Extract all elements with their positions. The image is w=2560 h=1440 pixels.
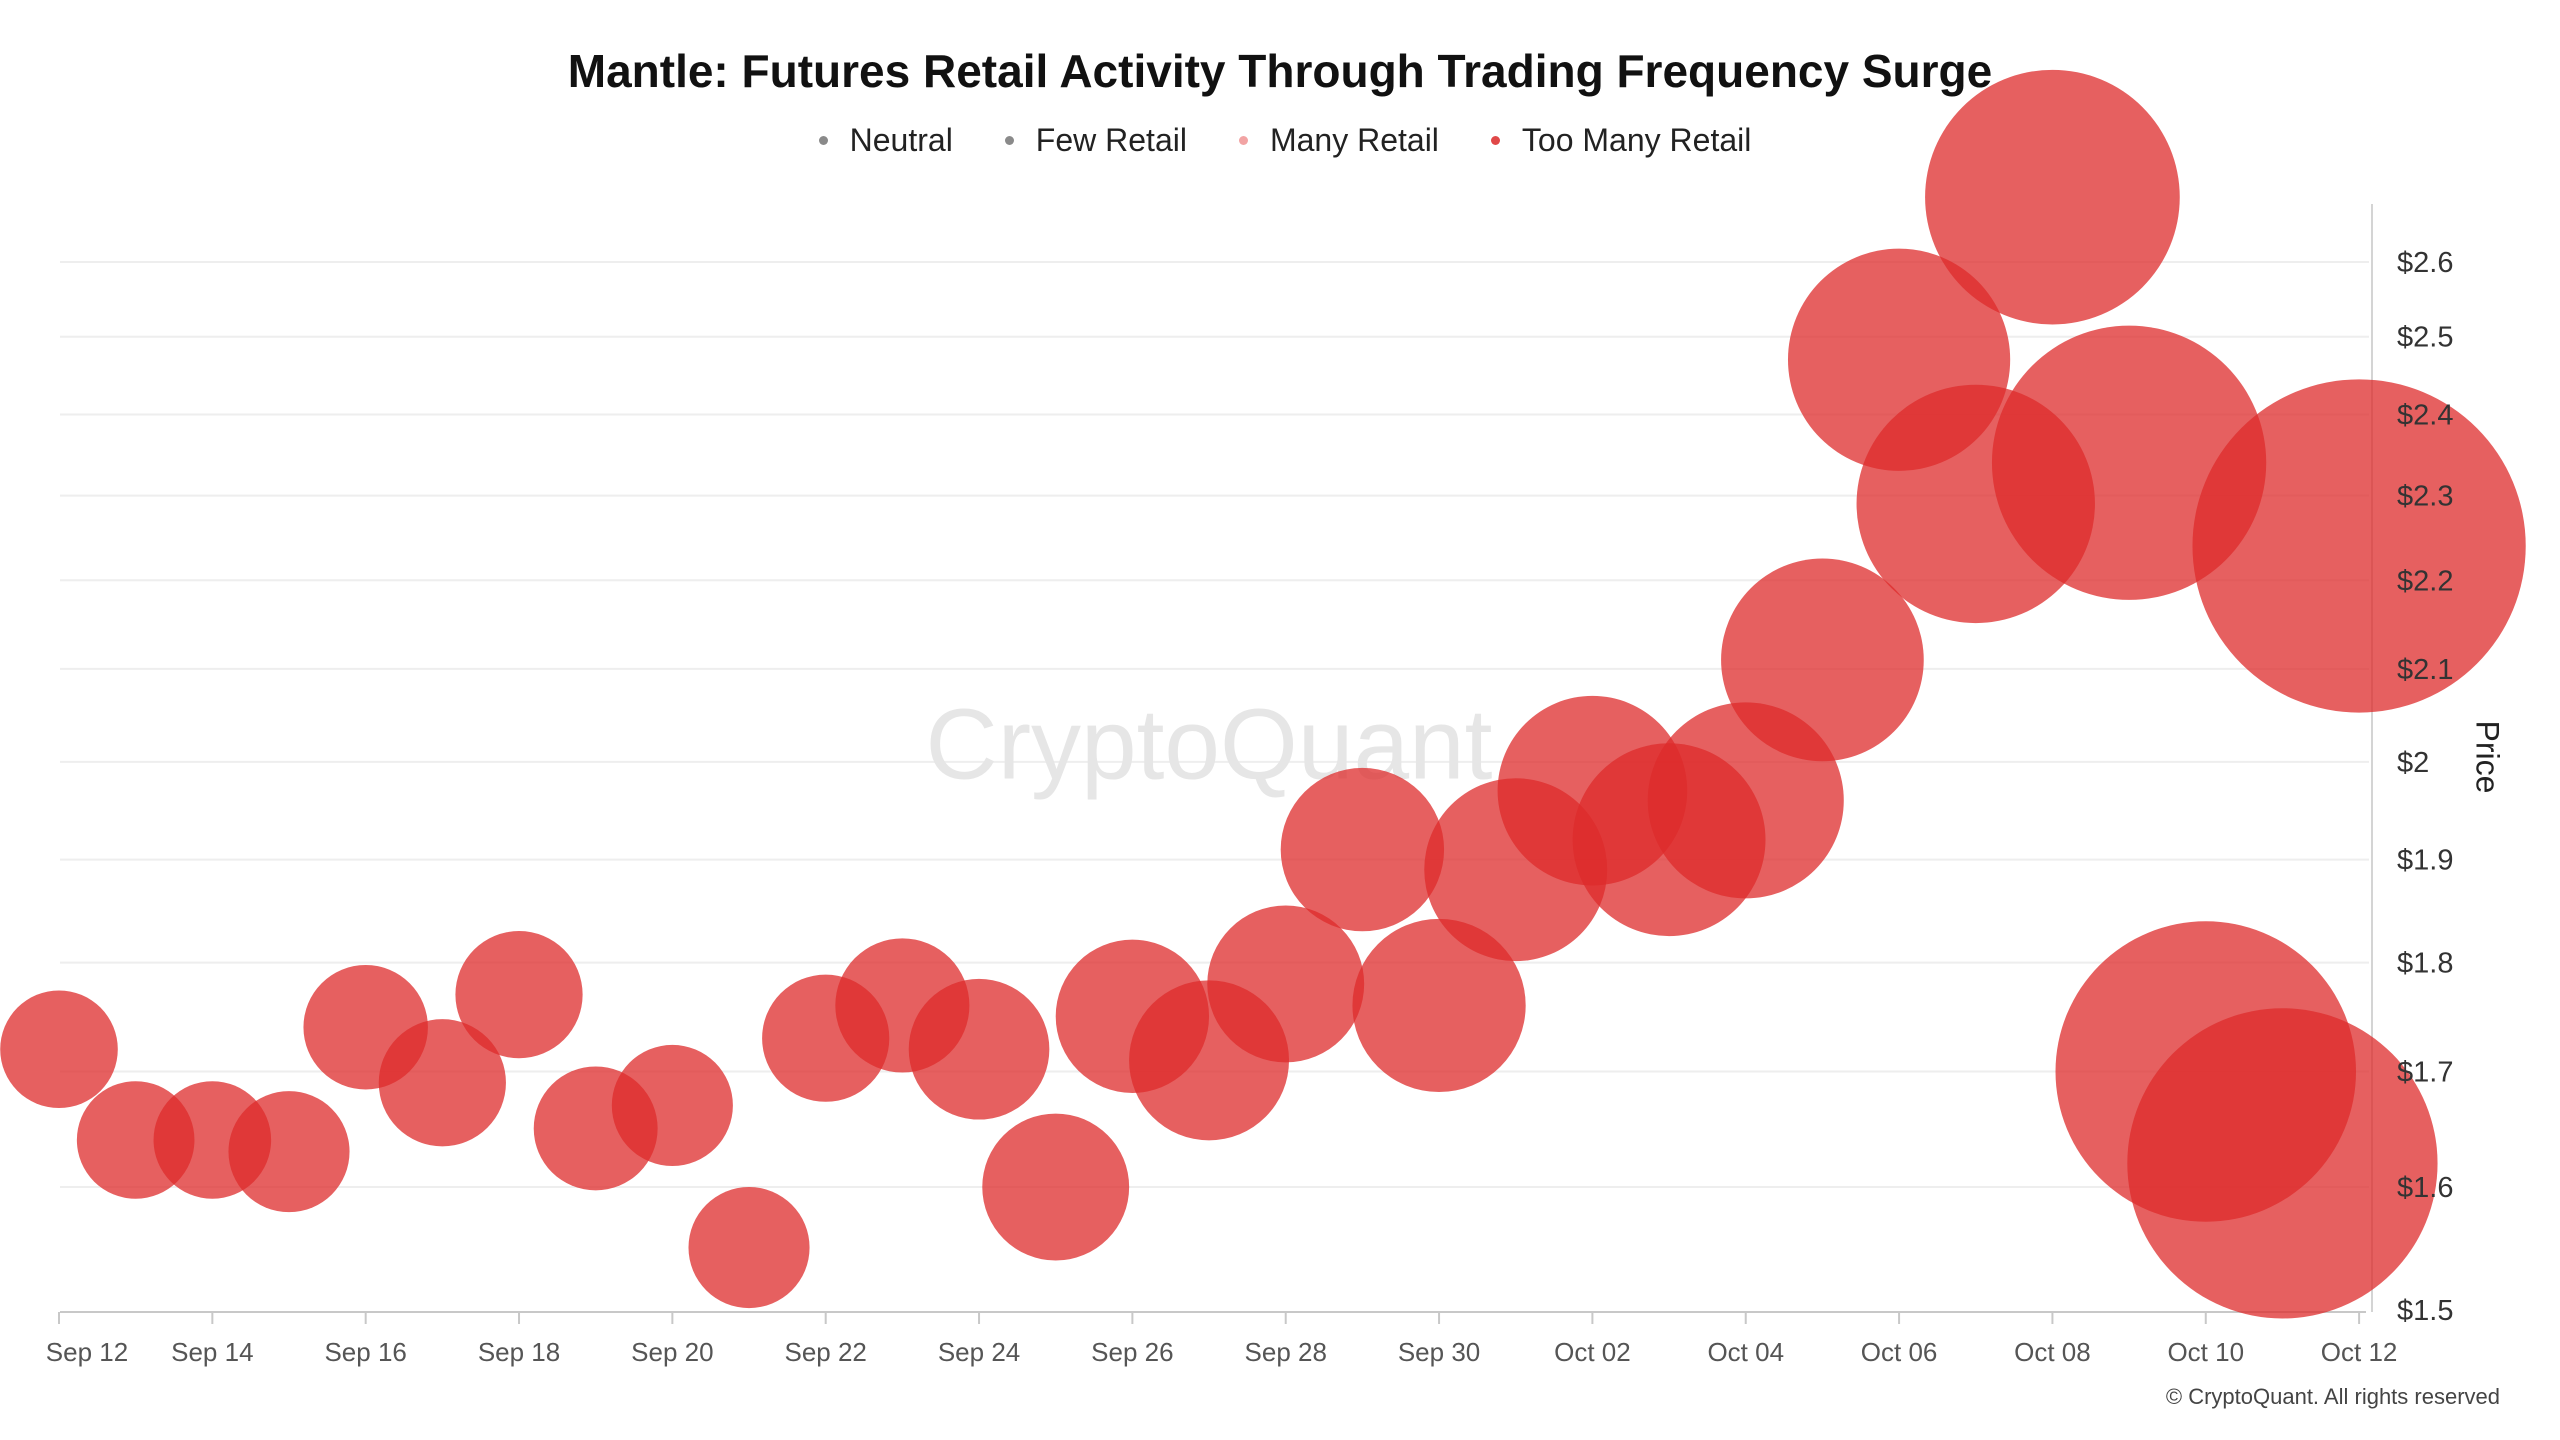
bubble: [982, 1113, 1130, 1261]
legend-dot-too-many-retail: [1490, 136, 1500, 145]
legend-label-many-retail: Many Retail: [1269, 122, 1439, 158]
chart-title: Mantle: Futures Retail Activity Through …: [567, 45, 1993, 97]
legend-dot-few-retail: [1004, 136, 1014, 145]
legend-label-few-retail: Few Retail: [1035, 122, 1187, 158]
y-tick-label: $2.3: [2397, 481, 2453, 513]
bubble: [1352, 918, 1526, 1093]
y-tick-label: $1.9: [2397, 845, 2453, 877]
legend-item-many-retail[interactable]: Many Retail: [1238, 122, 1439, 159]
bubble: [1925, 69, 2180, 325]
legend-item-neutral[interactable]: Neutral: [818, 122, 953, 159]
bubble: [378, 1019, 506, 1147]
bubble: [1207, 905, 1365, 1063]
bubble: [1721, 558, 1924, 762]
x-tick-label: Oct 10: [2167, 1337, 2244, 1367]
bubble: [908, 978, 1050, 1120]
bubble: [228, 1091, 350, 1213]
x-tick-label: Sep 26: [1091, 1337, 1173, 1367]
legend-dot-many-retail: [1238, 136, 1248, 145]
x-tick-label: Sep 22: [784, 1337, 866, 1367]
x-tick-label: Sep 12: [46, 1337, 128, 1367]
bubble: [0, 990, 118, 1109]
y-tick-label: $2.4: [2397, 400, 2453, 432]
x-tick-label: Sep 30: [1398, 1337, 1480, 1367]
x-tick-label: Sep 14: [171, 1337, 253, 1367]
x-axis: Sep 12 Sep 14 Sep 16 Sep 18 Sep 20 Sep 22 Sep …: [46, 1312, 2398, 1367]
bubble: [688, 1186, 810, 1309]
legend-item-too-many-retail[interactable]: Too Many Retail: [1490, 122, 1752, 159]
y-tick-label: $1.7: [2397, 1057, 2453, 1089]
y-tick-label: $2.2: [2397, 565, 2453, 597]
legend-dot-neutral: [818, 136, 828, 145]
bubble: [455, 931, 583, 1059]
bubble: [1280, 767, 1445, 932]
legend-label-too-many-retail: Too Many Retail: [1521, 122, 1752, 158]
x-tick-label: Sep 20: [631, 1337, 713, 1367]
copyright-footer: © CryptoQuant. All rights reserved: [2165, 1384, 2500, 1409]
x-tick-label: Oct 06: [1861, 1337, 1938, 1367]
bubble: [2127, 1008, 2438, 1319]
y-tick-label: $1.5: [2397, 1295, 2453, 1327]
y-axis-title: Price: [2470, 721, 2506, 794]
y-tick-label: $1.6: [2397, 1172, 2453, 1204]
x-tick-label: Oct 12: [2321, 1337, 2398, 1367]
x-tick-label: Oct 02: [1554, 1337, 1631, 1367]
x-tick-label: Sep 16: [324, 1337, 406, 1367]
y-axis: $1.5 $1.6 $1.7 $1.8 $1.9 $2 $2.1 $2.2 $2.3 $2.4 $2…: [2397, 247, 2453, 1327]
legend-label-neutral: Neutral: [849, 122, 953, 158]
x-tick-label: Sep 24: [938, 1337, 1020, 1367]
y-tick-label: $1.8: [2397, 948, 2453, 980]
x-tick-label: Sep 28: [1245, 1337, 1327, 1367]
bubble: [611, 1044, 733, 1166]
y-tick-label: $2: [2397, 747, 2429, 779]
bubble: [2192, 379, 2526, 713]
y-tick-label: $2.5: [2397, 322, 2453, 354]
x-tick-label: Oct 08: [2014, 1337, 2091, 1367]
y-tick-label: $2.6: [2397, 247, 2453, 279]
bubbles: [0, 69, 2526, 1319]
x-tick-label: Sep 18: [478, 1337, 560, 1367]
legend-item-few-retail[interactable]: Few Retail: [1004, 122, 1187, 159]
x-tick-label: Oct 04: [1707, 1337, 1784, 1367]
y-tick-label: $2.1: [2397, 654, 2453, 686]
legend: Neutral Few Retail Many Retail Too Many …: [0, 122, 2560, 159]
